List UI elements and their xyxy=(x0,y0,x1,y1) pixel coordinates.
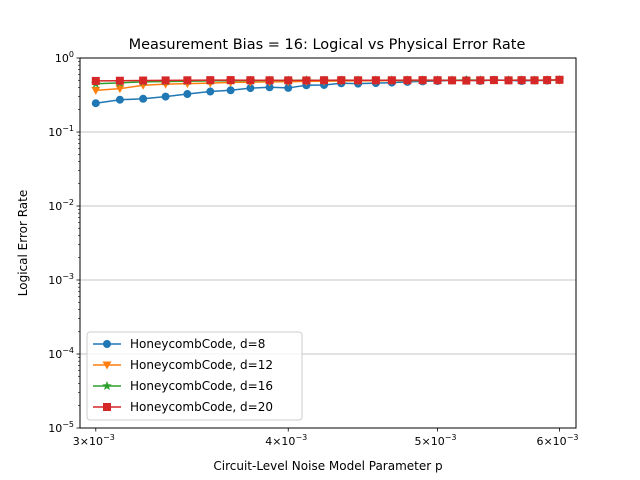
data-point xyxy=(403,76,412,85)
data-point xyxy=(183,76,192,85)
data-point xyxy=(320,76,329,85)
legend-entry: HoneycombCode, d=12 xyxy=(93,358,273,372)
data-point xyxy=(476,76,485,85)
data-point xyxy=(115,95,124,104)
chart-title: Measurement Bias = 16: Logical vs Physic… xyxy=(129,37,526,53)
data-point xyxy=(91,99,100,108)
y-axis-label: Logical Error Rate xyxy=(16,190,30,296)
data-point xyxy=(517,76,526,85)
x-axis-label: Circuit-Level Noise Model Parameter p xyxy=(213,459,442,473)
y-tick-label: 10−4 xyxy=(48,346,74,361)
plot-frame xyxy=(79,57,577,429)
data-point xyxy=(418,76,427,85)
data-point xyxy=(448,76,457,85)
x-tick-label: 5×10−3 xyxy=(415,433,457,448)
data-point xyxy=(91,86,101,95)
legend-entry: HoneycombCode, d=8 xyxy=(93,337,265,351)
data-point xyxy=(354,76,363,85)
legend-entry: HoneycombCode, d=20 xyxy=(93,400,273,414)
data-point xyxy=(337,76,346,85)
data-point xyxy=(284,76,293,85)
y-tick-label: 10−2 xyxy=(48,198,74,213)
data-point xyxy=(161,76,170,85)
axis-layer: 10−5 10−4 10−3 10−2 10−1 100 3×10−3 4×10−3 5×10−… xyxy=(48,50,578,448)
data-point xyxy=(302,76,311,85)
y-tick-label: 100 xyxy=(55,50,74,65)
y-tick-label: 10−5 xyxy=(48,420,74,435)
legend-label: HoneycombCode, d=12 xyxy=(130,358,273,372)
data-point xyxy=(206,87,215,96)
data-point xyxy=(504,76,513,85)
data-point xyxy=(139,76,148,85)
x-tick-label: 3×10−3 xyxy=(73,433,115,448)
legend-entry: HoneycombCode, d=16 xyxy=(93,379,273,393)
legend-marker xyxy=(103,403,111,411)
data-point xyxy=(433,76,442,85)
legend-box xyxy=(86,331,303,421)
x-tick-label: 4×10−3 xyxy=(265,433,307,448)
data-point xyxy=(115,76,124,85)
data-point xyxy=(489,76,498,85)
series-d20 xyxy=(91,75,564,85)
legend-label: HoneycombCode, d=16 xyxy=(130,379,273,393)
series-layer xyxy=(91,74,565,108)
series-line xyxy=(95,79,560,82)
data-point xyxy=(371,76,380,85)
legend-marker xyxy=(103,340,111,348)
data-point xyxy=(387,76,396,85)
data-point xyxy=(246,76,255,85)
data-point xyxy=(265,76,274,85)
data-point xyxy=(161,92,170,101)
legend-label: HoneycombCode, d=20 xyxy=(130,400,273,414)
data-point xyxy=(139,94,148,103)
data-point xyxy=(284,83,293,92)
data-point xyxy=(246,84,255,93)
data-point xyxy=(115,85,125,94)
y-tick-label: 10−1 xyxy=(48,124,74,139)
data-point xyxy=(543,76,552,85)
data-point xyxy=(206,76,215,85)
legend-marker xyxy=(102,361,112,370)
data-point xyxy=(226,86,235,95)
data-point xyxy=(555,75,564,84)
x-tick-label: 6×10−3 xyxy=(536,433,578,448)
data-point xyxy=(462,76,471,85)
legend-label: HoneycombCode, d=8 xyxy=(130,337,265,351)
legend: HoneycombCode, d=8 HoneycombCode, d=12 Hon… xyxy=(86,331,303,421)
data-point xyxy=(530,76,539,85)
data-point xyxy=(226,76,235,85)
data-point xyxy=(265,83,274,92)
data-point xyxy=(183,90,192,99)
data-point xyxy=(91,76,100,85)
y-tick-label: 10−3 xyxy=(48,272,74,287)
legend-marker xyxy=(102,381,112,391)
